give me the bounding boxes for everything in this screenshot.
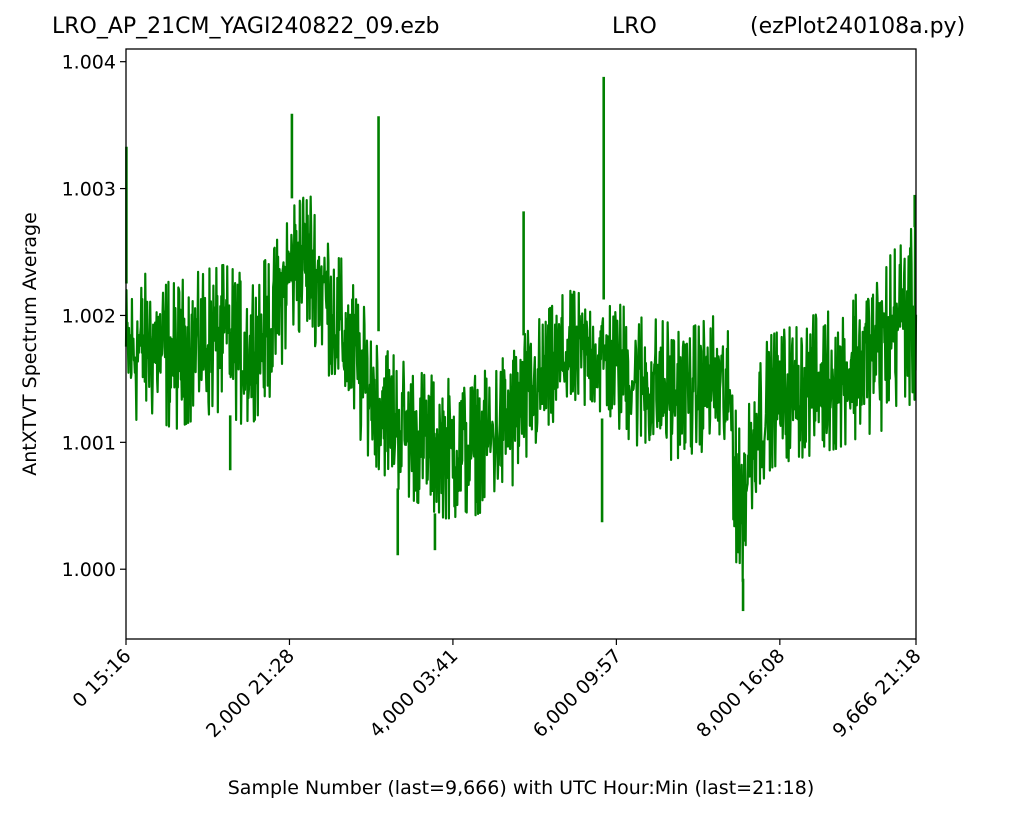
y-tick-label: 1.001 [62,432,116,454]
y-axis-label: AntXTVT Spectrum Average [19,212,41,476]
plot-series-group [124,76,918,612]
x-tick-label: 6,000 09:57 [529,645,626,742]
chart-title-filename: LRO_AP_21CM_YAGI240822_09.ezb [52,14,440,39]
y-axis: 1.000 1.001 1.002 1.003 1.004 [62,52,126,581]
x-tick-label: 0 15:16 [68,645,135,712]
x-tick-label: 8,000 16:08 [692,645,789,742]
x-axis: 0 15:16 2,000 21:28 4,000 03:41 6,000 09:57… [68,639,926,742]
x-tick-label: 4,000 03:41 [365,645,462,742]
series-line [124,195,918,583]
y-tick-label: 1.002 [62,305,116,327]
chart-title-script: (ezPlot240108a.py) [750,14,966,39]
chart-title-station: LRO [612,14,657,39]
x-tick-label: 2,000 21:28 [202,645,299,742]
y-tick-label: 1.004 [62,52,116,74]
plot-frame [125,48,917,640]
y-tick-label: 1.000 [62,559,116,581]
y-tick-label: 1.003 [62,179,116,201]
x-tick-label: 9,666 21:18 [829,645,926,742]
x-axis-label: Sample Number (last=9,666) with UTC Hour… [228,777,815,799]
